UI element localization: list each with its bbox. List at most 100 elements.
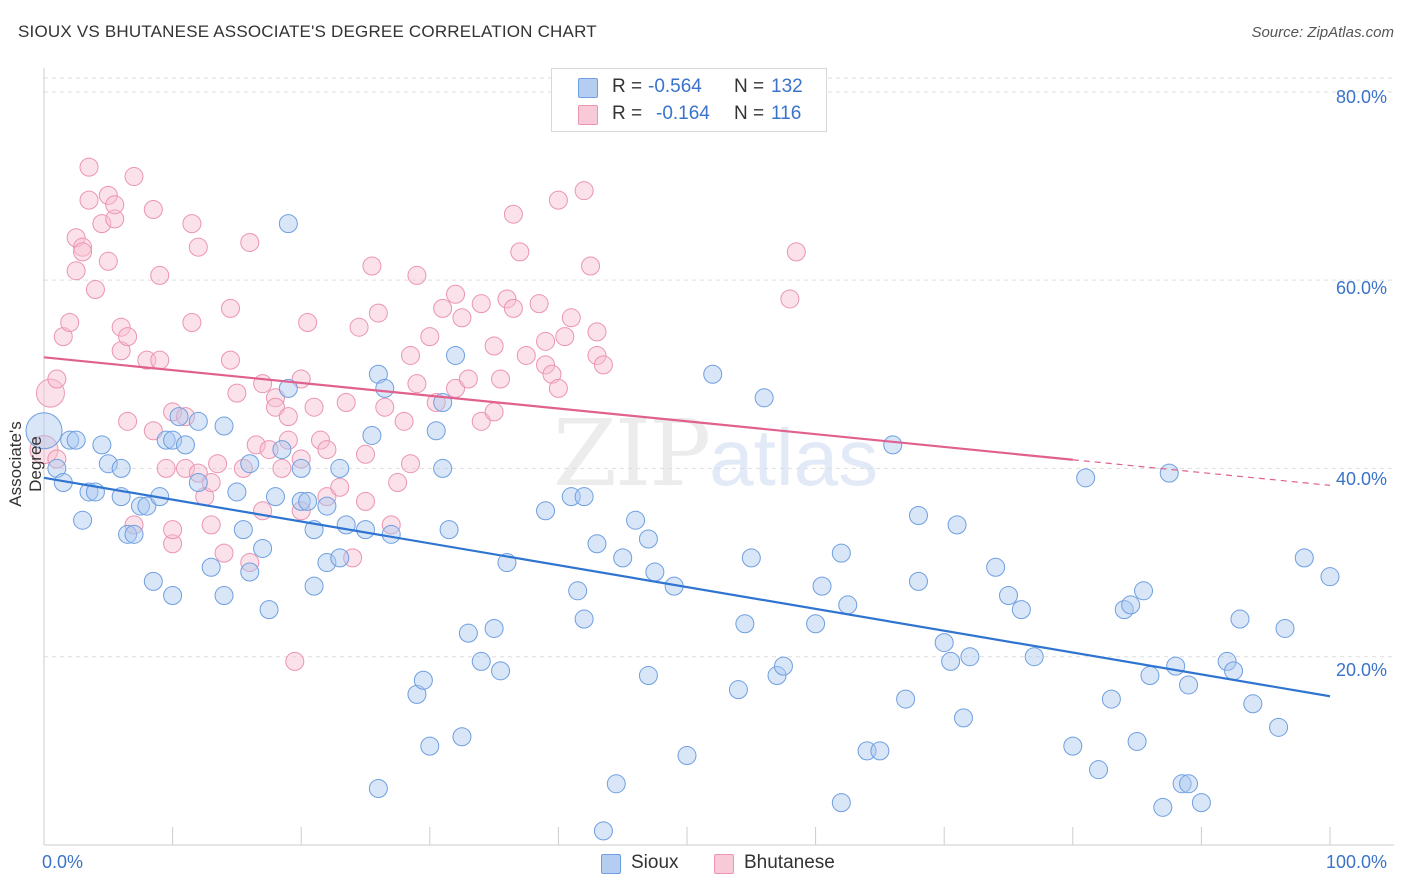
r-label: R =: [612, 76, 643, 97]
sioux-point: [1121, 595, 1141, 615]
bhutanese-point: [548, 190, 568, 210]
bhutanese-point: [388, 473, 408, 493]
bhutanese-point: [60, 312, 80, 332]
sioux-point: [613, 548, 633, 568]
sioux-point: [330, 548, 350, 568]
bhutanese-point: [156, 458, 176, 478]
bhutanese-point: [555, 327, 575, 347]
sioux-point: [1101, 689, 1121, 709]
sioux-point: [420, 736, 440, 756]
sioux-point: [831, 793, 851, 813]
sioux-point: [1275, 618, 1295, 638]
sioux-point: [118, 524, 138, 544]
sioux-point: [1217, 651, 1237, 671]
sioux-point: [1166, 656, 1186, 676]
legend-label: Bhutanese: [744, 852, 835, 873]
y-tick-label-60: 60.0%: [1336, 278, 1388, 298]
bhutanese-point: [220, 298, 240, 318]
sioux-point: [259, 600, 279, 620]
bhutanese-point: [214, 543, 234, 563]
bhutanese-point: [491, 369, 511, 389]
sioux-point: [1134, 581, 1154, 601]
sioux-point: [1191, 793, 1211, 813]
sioux-point: [1230, 609, 1250, 629]
bhutanese-point: [201, 515, 221, 535]
sioux-point: [1179, 774, 1199, 794]
bhutanese-point: [330, 477, 350, 497]
axes: [43, 68, 1394, 846]
bhutanese-point: [368, 303, 388, 323]
sioux-point: [741, 548, 761, 568]
bhutanese-point: [310, 430, 330, 450]
trend-lines: [43, 356, 1331, 698]
bhutanese-point: [92, 214, 112, 234]
bhutanese-point: [285, 651, 305, 671]
sioux-point: [728, 680, 748, 700]
bhutanese-point: [394, 411, 414, 431]
r-value: -0.164: [656, 103, 710, 124]
bhutanese-point: [336, 393, 356, 413]
sioux-point: [1224, 661, 1244, 681]
bhutanese-point: [510, 242, 530, 262]
sioux-point: [291, 458, 311, 478]
bhutanese-point: [401, 345, 421, 365]
bhutanese-point: [47, 369, 67, 389]
sioux-point: [426, 421, 446, 441]
sioux-point: [265, 487, 285, 507]
bhutanese-point: [593, 355, 613, 375]
sioux-point: [638, 666, 658, 686]
sioux-point: [214, 586, 234, 606]
bhutanese-point: [304, 397, 324, 417]
bhutanese-point: [471, 294, 491, 314]
sioux-point: [735, 614, 755, 634]
sioux-point: [175, 435, 195, 455]
sioux-point: [754, 388, 774, 408]
sioux-point: [806, 614, 826, 634]
sioux-point: [1159, 463, 1179, 483]
sioux-point: [1294, 548, 1314, 568]
y-tick-label-40: 40.0%: [1336, 469, 1388, 489]
sioux-point: [413, 670, 433, 690]
sioux-point: [1243, 694, 1263, 714]
sioux-point: [433, 458, 453, 478]
sioux-point: [298, 491, 318, 511]
bhutanese-point: [529, 294, 549, 314]
sioux-point: [767, 666, 787, 686]
sioux-point: [92, 435, 112, 455]
bhutanese-point: [298, 312, 318, 332]
sioux-point: [1011, 600, 1031, 620]
bhutanese-point: [79, 190, 99, 210]
bhutanese-point: [426, 393, 446, 413]
r-value: -0.564: [648, 76, 702, 97]
bhutanese-point: [111, 341, 131, 361]
sioux-swatch: [578, 78, 598, 98]
chart-title: SIOUX VS BHUTANESE ASSOCIATE'S DEGREE CO…: [18, 22, 597, 41]
sioux-point: [60, 430, 80, 450]
sioux-point: [812, 576, 832, 596]
n-label: N =: [734, 76, 765, 97]
bhutanese-points: [29, 157, 806, 671]
bhutanese-swatch: [714, 854, 734, 874]
sioux-point: [278, 378, 298, 398]
bhutanese-point: [581, 256, 601, 276]
sioux-point: [317, 496, 337, 516]
bhutanese-point: [105, 195, 125, 215]
r-label: R =: [612, 103, 643, 124]
bhutanese-point: [175, 458, 195, 478]
sioux-point: [941, 651, 961, 671]
sioux-point: [626, 510, 646, 530]
bhutanese-point: [143, 200, 163, 220]
bhutanese-point: [561, 308, 581, 328]
sioux-point: [188, 411, 208, 431]
bhutanese-point: [73, 242, 93, 262]
bhutanese-point: [73, 237, 93, 257]
bhutanese-point: [516, 345, 536, 365]
sioux-point: [73, 510, 93, 530]
sioux-point: [407, 684, 427, 704]
bhutanese-point: [542, 364, 562, 384]
bhutanese-point: [317, 440, 337, 460]
sioux-point: [677, 746, 697, 766]
sioux-point: [606, 774, 626, 794]
bhutanese-point: [143, 421, 163, 441]
bhutanese-point: [111, 317, 131, 337]
